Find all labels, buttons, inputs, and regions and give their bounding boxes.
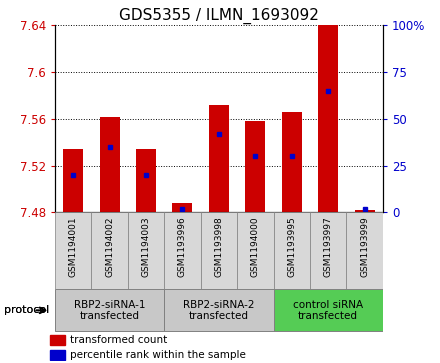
Bar — [92, 212, 128, 289]
Bar — [355, 210, 374, 212]
Text: transformed count: transformed count — [70, 335, 167, 345]
Bar — [282, 112, 302, 212]
Bar — [237, 212, 274, 289]
Text: GSM1193998: GSM1193998 — [214, 216, 224, 277]
Text: GSM1194003: GSM1194003 — [142, 216, 150, 277]
Bar — [55, 212, 92, 289]
Text: GSM1193999: GSM1193999 — [360, 216, 369, 277]
Bar — [50, 350, 65, 360]
Text: GSM1193997: GSM1193997 — [324, 216, 333, 277]
Text: GSM1194001: GSM1194001 — [69, 216, 78, 277]
Bar — [63, 149, 83, 212]
Text: RBP2-siRNA-2
transfected: RBP2-siRNA-2 transfected — [183, 299, 255, 321]
Bar — [128, 212, 164, 289]
Bar — [164, 289, 274, 331]
Text: RBP2-siRNA-1
transfected: RBP2-siRNA-1 transfected — [74, 299, 145, 321]
Bar — [346, 212, 383, 289]
Text: protocol: protocol — [4, 305, 50, 315]
Bar — [136, 149, 156, 212]
Text: control siRNA
transfected: control siRNA transfected — [293, 299, 363, 321]
Text: protocol: protocol — [4, 305, 50, 315]
Bar — [201, 212, 237, 289]
Bar — [318, 25, 338, 212]
Text: GSM1193996: GSM1193996 — [178, 216, 187, 277]
Text: GSM1193995: GSM1193995 — [287, 216, 296, 277]
Bar — [50, 335, 65, 345]
Bar — [209, 105, 229, 212]
Bar — [246, 121, 265, 212]
Text: GSM1194002: GSM1194002 — [105, 216, 114, 277]
Bar — [274, 289, 383, 331]
Bar — [310, 212, 346, 289]
Text: GSM1194000: GSM1194000 — [251, 216, 260, 277]
Bar — [99, 117, 120, 212]
Bar — [164, 212, 201, 289]
Bar — [274, 212, 310, 289]
Text: percentile rank within the sample: percentile rank within the sample — [70, 350, 246, 360]
Bar — [172, 203, 192, 212]
Title: GDS5355 / ILMN_1693092: GDS5355 / ILMN_1693092 — [119, 8, 319, 24]
Bar — [55, 289, 164, 331]
